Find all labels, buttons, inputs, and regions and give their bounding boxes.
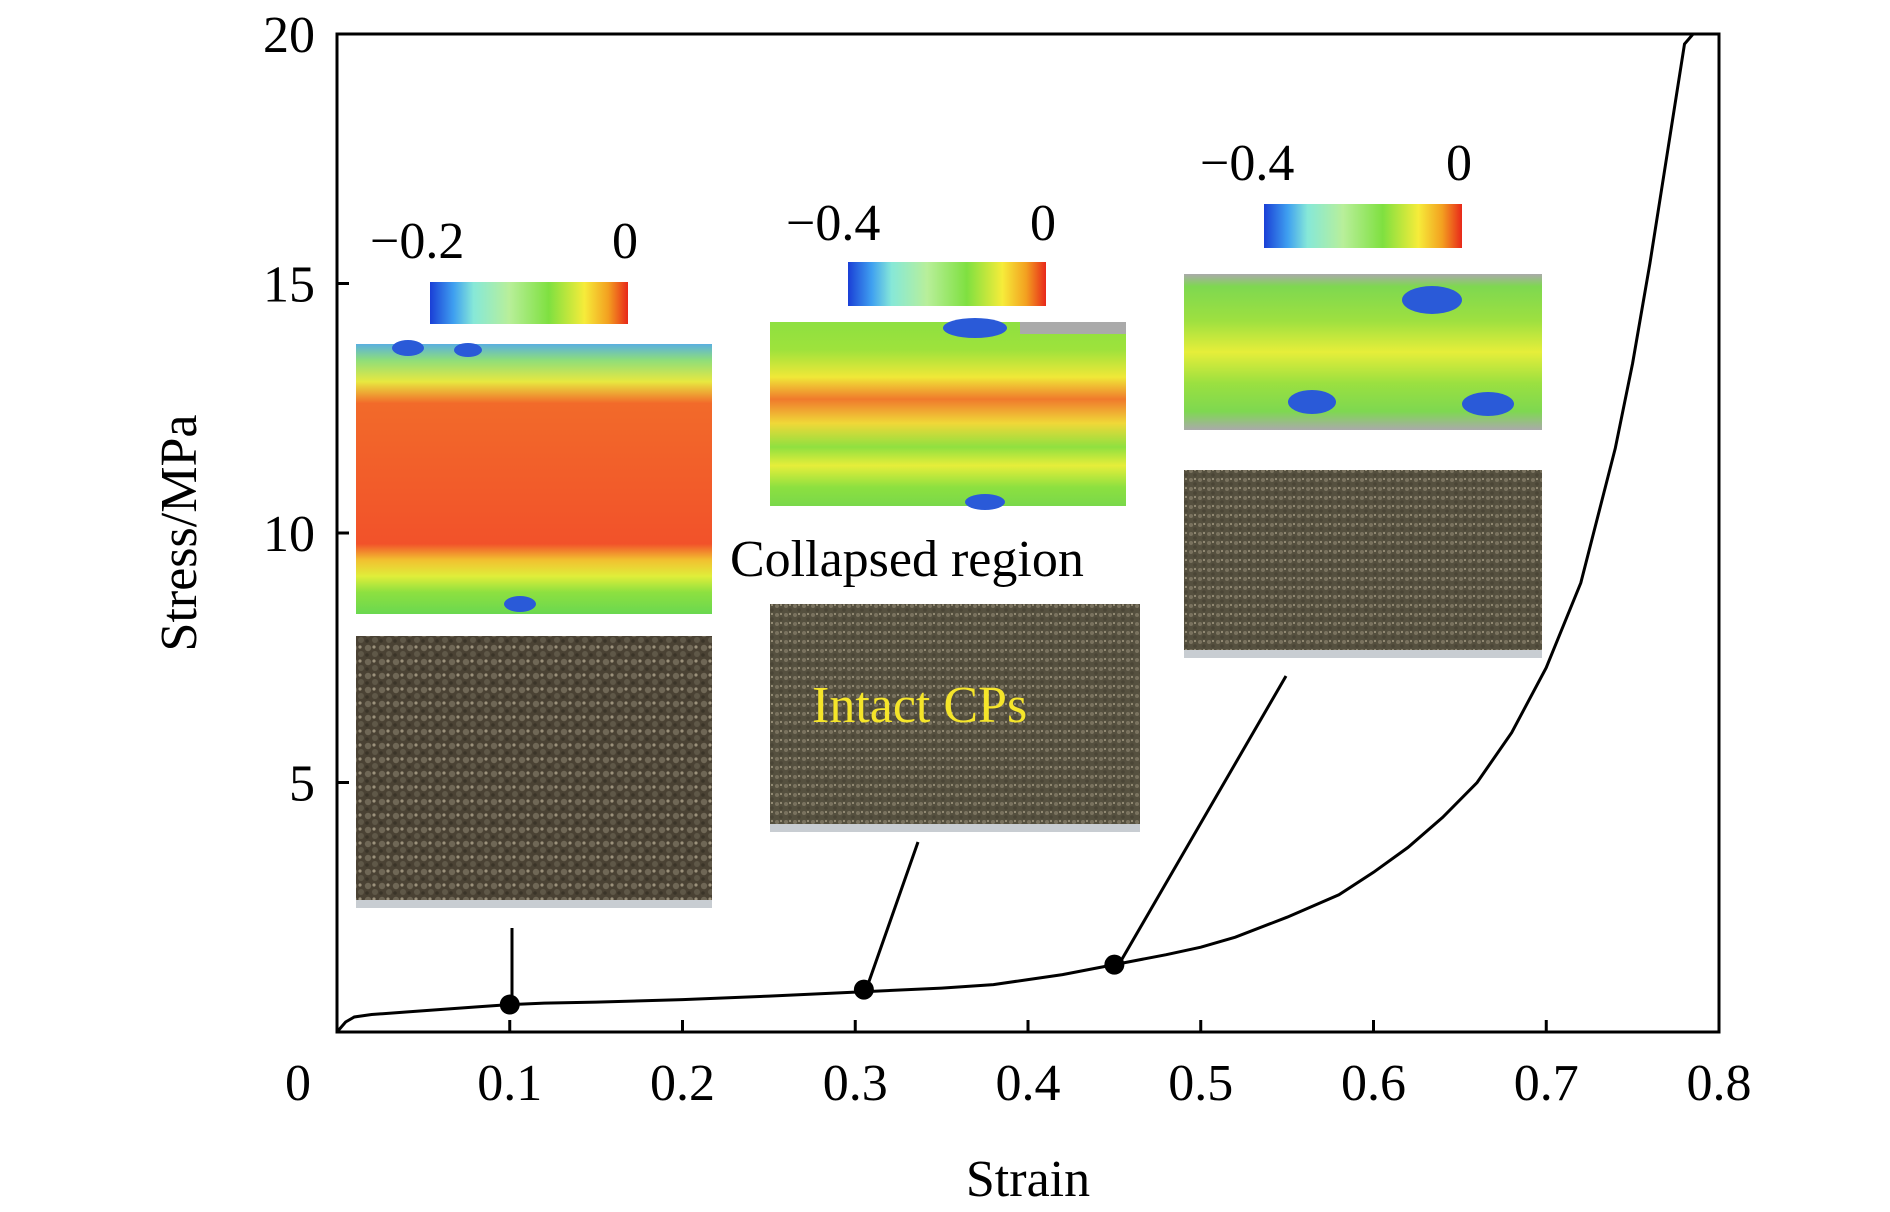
x-tick-label: 0.2 <box>650 1055 715 1112</box>
specimen-photo-2-base <box>770 824 1140 832</box>
strain-map-3-blue-spot <box>1288 390 1336 414</box>
inset-group-3: −0.4 0 <box>1184 135 1542 658</box>
marked-points <box>499 954 1125 1015</box>
strain-map-3-blue-spot <box>1462 392 1514 416</box>
specimen-photo-1 <box>356 636 712 906</box>
data-point <box>1104 954 1125 975</box>
collapsed-region-annotation: Collapsed region <box>730 531 1084 588</box>
x-tick-label: 0.3 <box>823 1055 888 1112</box>
x-tick-label: 0.1 <box>477 1055 542 1112</box>
strain-map-3-blue-spot <box>1402 286 1462 314</box>
strain-map-2 <box>770 322 1126 506</box>
colorbar-3 <box>1264 204 1462 248</box>
specimen-photo-2 <box>770 604 1140 830</box>
x-tick-label: 0.4 <box>996 1055 1061 1112</box>
strain-map-1-blue-spot <box>504 596 536 612</box>
intact-cps-annotation: Intact CPs <box>812 677 1027 734</box>
x-origin-label: 0 <box>285 1055 311 1112</box>
y-axis-label: Stress/MPa <box>151 415 208 652</box>
specimen-photo-3-base <box>1184 650 1542 658</box>
colorbar-1 <box>430 282 628 324</box>
y-axis-ticks: 5 10 15 20 <box>263 7 349 813</box>
data-point <box>499 994 520 1015</box>
y-tick-label: 10 <box>263 506 315 563</box>
x-tick-label: 0.5 <box>1168 1055 1233 1112</box>
colorbar-3-max-label: 0 <box>1446 135 1472 192</box>
colorbar-2-max-label: 0 <box>1030 195 1056 252</box>
strain-map-2-blue-spot <box>943 318 1007 338</box>
x-tick-label: 0.7 <box>1514 1055 1579 1112</box>
inset-group-2: −0.4 0 Collapsed region Intact CPs <box>730 195 1140 832</box>
y-tick-label: 5 <box>289 756 315 813</box>
strain-map-1-blue-spot <box>454 343 482 357</box>
colorbar-1-min-label: −0.2 <box>370 213 464 270</box>
leader-line-2 <box>864 841 920 991</box>
colorbar-3-min-label: −0.4 <box>1200 135 1294 192</box>
colorbar-2-min-label: −0.4 <box>786 195 880 252</box>
x-tick-label: 0.8 <box>1687 1055 1752 1112</box>
x-axis-ticks: 0.1 0.2 0.3 0.4 0.5 0.6 0.7 0.8 <box>477 1020 1752 1112</box>
strain-map-1-blue-spot <box>392 340 424 356</box>
specimen-photo-1-base <box>356 900 712 908</box>
stress-strain-curve <box>335 33 1695 1033</box>
x-tick-label: 0.6 <box>1341 1055 1406 1112</box>
strain-map-2-top-edge <box>1020 322 1126 334</box>
colorbar-1-max-label: 0 <box>612 213 638 270</box>
y-tick-label: 15 <box>263 257 315 314</box>
y-tick-label: 20 <box>263 7 315 64</box>
specimen-photo-3 <box>1184 470 1542 656</box>
x-axis-label: Strain <box>966 1151 1090 1208</box>
data-point <box>853 979 874 1000</box>
strain-map-1 <box>356 344 712 614</box>
colorbar-2 <box>848 262 1046 306</box>
inset-group-1: −0.2 0 <box>356 213 712 908</box>
strain-map-2-blue-spot <box>965 494 1005 510</box>
leader-line-3 <box>1116 675 1288 967</box>
